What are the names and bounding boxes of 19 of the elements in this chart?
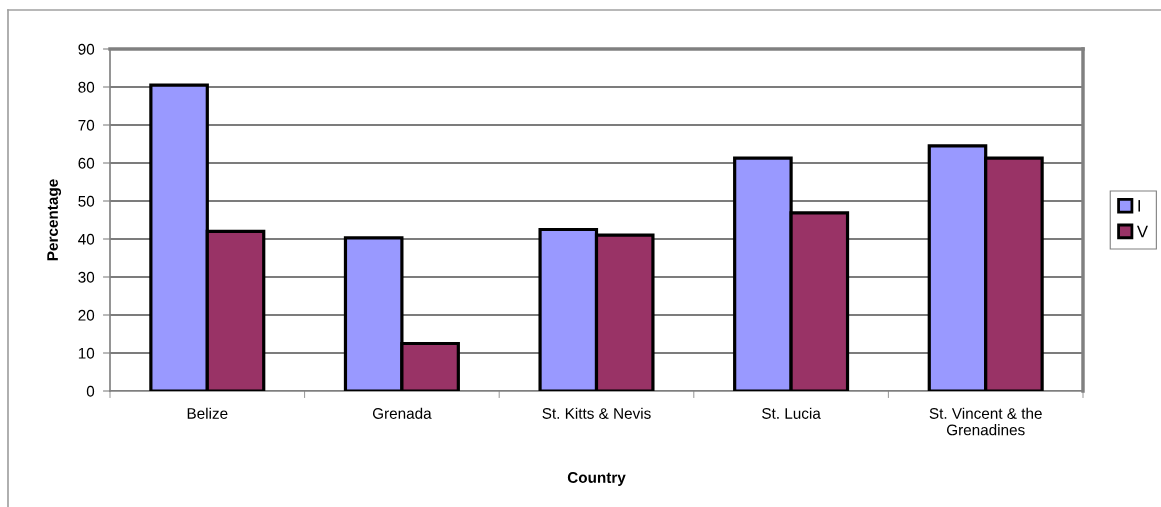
x-tick-label: Belize (187, 407, 228, 419)
y-tick-label: 60 (78, 157, 95, 169)
x-tick-label: St. Vincent & the Grenadines (929, 407, 1042, 436)
y-axis-title: Percentage (47, 179, 62, 261)
y-tick-label: 50 (78, 195, 95, 207)
x-tick-label: Grenada (372, 407, 432, 419)
y-tick-label: 70 (78, 119, 95, 131)
x-tick-label: St. Kitts & Nevis (542, 407, 651, 419)
x-tick-label: St. Lucia (762, 407, 821, 419)
y-tick-label: 30 (78, 271, 95, 283)
y-tick-label: 90 (78, 43, 95, 55)
y-tick-label: 80 (78, 81, 95, 93)
legend-label: I (1138, 200, 1140, 212)
legend-label: V (1136, 225, 1148, 238)
y-tick-label: 0 (86, 385, 95, 397)
y-tick-label: 20 (78, 309, 95, 321)
y-tick-label: 40 (78, 233, 95, 245)
x-axis-title: Country (567, 472, 626, 486)
y-tick-label: 10 (78, 347, 95, 359)
